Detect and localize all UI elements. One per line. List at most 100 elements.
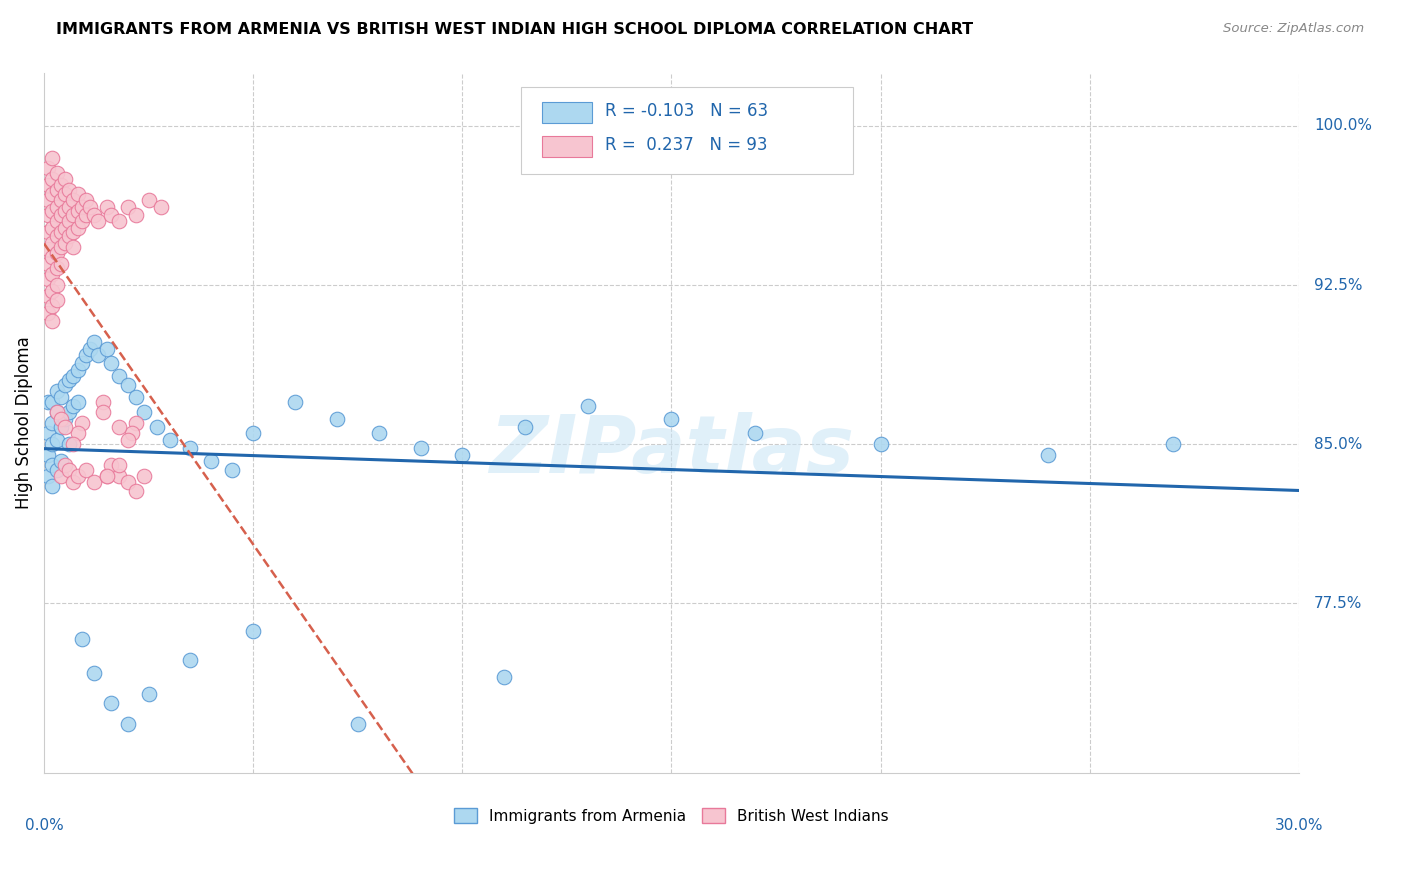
Point [326, 411, 349, 425]
Point [53, 203, 76, 218]
Point [37, 394, 59, 409]
Point [451, 448, 474, 462]
Point [41, 299, 63, 313]
Point [41, 151, 63, 165]
Point [100, 357, 122, 371]
Point [91, 394, 114, 409]
Point [41, 203, 63, 218]
Point [242, 426, 264, 441]
Text: 30.0%: 30.0% [1275, 818, 1323, 833]
Y-axis label: High School Diploma: High School Diploma [15, 336, 32, 509]
Point [58, 183, 80, 197]
Point [58, 200, 80, 214]
Point [576, 399, 599, 413]
Point [45, 166, 67, 180]
Point [37, 208, 59, 222]
Point [62, 369, 84, 384]
Point [66, 363, 89, 377]
Point [45, 462, 67, 476]
Point [58, 405, 80, 419]
Point [53, 420, 76, 434]
Point [58, 229, 80, 244]
Point [45, 293, 67, 307]
Point [146, 420, 169, 434]
Text: Source: ZipAtlas.com: Source: ZipAtlas.com [1223, 22, 1364, 36]
FancyBboxPatch shape [520, 87, 853, 175]
Point [62, 437, 84, 451]
Point [45, 278, 67, 293]
Point [108, 369, 131, 384]
Legend: Immigrants from Armenia, British West Indians: Immigrants from Armenia, British West In… [450, 803, 893, 828]
Point [62, 475, 84, 490]
Point [70, 632, 93, 647]
Point [70, 214, 93, 228]
Point [37, 242, 59, 256]
Text: 77.5%: 77.5% [1313, 596, 1362, 611]
Point [49, 225, 72, 239]
Point [661, 411, 683, 425]
Point [117, 717, 139, 731]
Point [41, 416, 63, 430]
Point [117, 433, 139, 447]
Point [41, 235, 63, 250]
Point [53, 411, 76, 425]
Point [41, 394, 63, 409]
Point [83, 335, 105, 350]
Point [37, 468, 59, 483]
Point [179, 653, 201, 667]
Point [83, 475, 105, 490]
Point [41, 268, 63, 282]
Bar [543, 136, 592, 157]
Point [37, 448, 59, 462]
Point [62, 399, 84, 413]
Point [45, 433, 67, 447]
Point [45, 183, 67, 197]
Point [79, 342, 101, 356]
Point [41, 186, 63, 201]
Point [37, 305, 59, 319]
Point [45, 405, 67, 419]
Point [49, 391, 72, 405]
Point [494, 670, 516, 684]
Point [83, 208, 105, 222]
Text: 100.0%: 100.0% [1313, 119, 1372, 134]
Point [100, 458, 122, 473]
Point [49, 240, 72, 254]
Point [96, 200, 118, 214]
Point [100, 696, 122, 710]
Point [150, 200, 173, 214]
Point [108, 214, 131, 228]
Point [53, 220, 76, 235]
Point [41, 172, 63, 186]
Point [53, 458, 76, 473]
Point [79, 200, 101, 214]
Point [66, 203, 89, 218]
Point [37, 161, 59, 176]
Point [62, 193, 84, 207]
Point [125, 208, 148, 222]
Point [869, 437, 891, 451]
Point [179, 442, 201, 456]
Point [221, 462, 243, 476]
Point [62, 225, 84, 239]
Point [75, 462, 97, 476]
Point [45, 261, 67, 276]
Point [58, 214, 80, 228]
Point [49, 454, 72, 468]
Point [125, 416, 148, 430]
Point [242, 624, 264, 638]
Point [100, 208, 122, 222]
Point [134, 405, 156, 419]
Point [409, 442, 432, 456]
Text: 85.0%: 85.0% [1313, 436, 1362, 451]
Point [513, 420, 536, 434]
Point [66, 186, 89, 201]
Point [58, 437, 80, 451]
Point [367, 426, 389, 441]
Point [117, 200, 139, 214]
Point [138, 687, 160, 701]
Point [45, 405, 67, 419]
Point [75, 208, 97, 222]
Point [41, 437, 63, 451]
Text: IMMIGRANTS FROM ARMENIA VS BRITISH WEST INDIAN HIGH SCHOOL DIPLOMA CORRELATION C: IMMIGRANTS FROM ARMENIA VS BRITISH WEST … [56, 22, 973, 37]
